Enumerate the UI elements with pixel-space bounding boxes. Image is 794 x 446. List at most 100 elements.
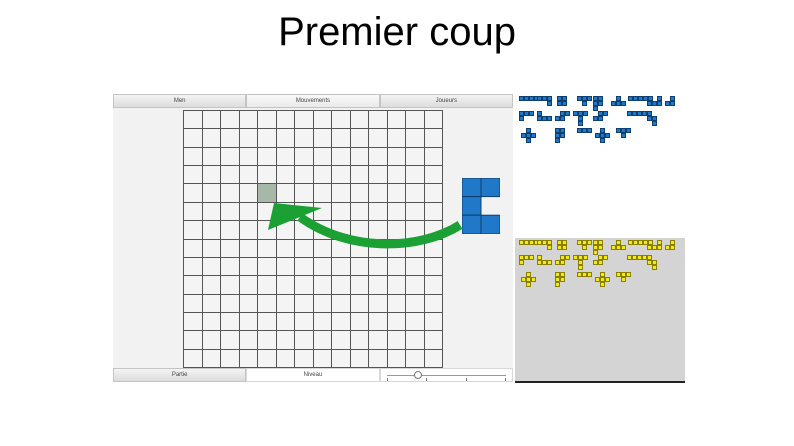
yellow-piece-square[interactable] xyxy=(578,260,583,265)
board-cell[interactable] xyxy=(276,184,295,203)
board-cell[interactable] xyxy=(184,331,203,350)
yellow-piece-square[interactable] xyxy=(616,240,621,245)
board-cell[interactable] xyxy=(424,331,443,350)
board-cell[interactable] xyxy=(276,331,295,350)
yellow-piece-square[interactable] xyxy=(647,255,652,260)
board-cell[interactable] xyxy=(350,147,369,167)
yellow-piece-square[interactable] xyxy=(577,240,582,245)
yellow-piece-square[interactable] xyxy=(611,245,616,250)
yellow-piece-square[interactable] xyxy=(526,282,531,287)
blue-piece-square[interactable] xyxy=(560,133,565,138)
blue-piece-square[interactable] xyxy=(587,128,592,133)
yellow-piece-square[interactable] xyxy=(648,240,653,245)
board-cell[interactable] xyxy=(258,294,277,313)
board-cell[interactable] xyxy=(258,147,277,167)
yellow-piece-square[interactable] xyxy=(587,272,592,277)
blue-piece-square[interactable] xyxy=(542,116,547,121)
board-cell[interactable] xyxy=(239,257,258,277)
board-cell[interactable] xyxy=(424,129,443,148)
tab-moves[interactable]: Mouvements xyxy=(246,94,380,108)
blue-piece-square[interactable] xyxy=(616,128,621,133)
board-cell[interactable] xyxy=(387,111,406,130)
blue-piece-square[interactable] xyxy=(573,111,578,116)
board-cell[interactable] xyxy=(295,349,314,368)
board-cell[interactable] xyxy=(424,147,443,167)
board-cell[interactable] xyxy=(221,166,240,185)
board-cell[interactable] xyxy=(332,312,351,332)
board-cell[interactable] xyxy=(295,331,314,350)
yellow-piece-square[interactable] xyxy=(577,272,582,277)
board-cell[interactable] xyxy=(369,312,388,332)
board-cell[interactable] xyxy=(332,129,351,148)
yellow-piece-square[interactable] xyxy=(642,255,647,260)
board-cell[interactable] xyxy=(258,312,277,332)
board-cell[interactable] xyxy=(221,312,240,332)
yellow-piece-square[interactable] xyxy=(627,255,632,260)
board-cell[interactable] xyxy=(184,239,203,258)
board-cell[interactable] xyxy=(295,239,314,258)
yellow-piece-square[interactable] xyxy=(643,240,648,245)
blue-piece-square[interactable] xyxy=(531,133,536,138)
board-cell[interactable] xyxy=(202,276,221,295)
board-cell[interactable] xyxy=(406,331,425,350)
yellow-piece-square[interactable] xyxy=(583,255,588,260)
yellow-piece-square[interactable] xyxy=(670,245,675,250)
board-cell[interactable] xyxy=(239,147,258,167)
board-cell[interactable] xyxy=(369,294,388,313)
slider-thumb[interactable] xyxy=(413,371,422,379)
blue-piece-square[interactable] xyxy=(547,101,552,106)
blue-piece-square[interactable] xyxy=(611,101,616,106)
blue-piece-square[interactable] xyxy=(526,138,531,143)
board-cell[interactable] xyxy=(313,312,332,332)
board-cell[interactable] xyxy=(295,111,314,130)
board-cell[interactable] xyxy=(202,312,221,332)
board-cell[interactable] xyxy=(295,276,314,295)
board-cell[interactable] xyxy=(239,184,258,203)
blue-piece-square[interactable] xyxy=(633,96,638,101)
board-cell[interactable] xyxy=(202,294,221,313)
board-cell[interactable] xyxy=(369,147,388,167)
blue-piece-square[interactable] xyxy=(652,101,657,106)
board-cell[interactable] xyxy=(202,184,221,203)
yellow-piece-square[interactable] xyxy=(647,245,652,250)
board-cell[interactable] xyxy=(387,147,406,167)
board-cell[interactable] xyxy=(239,349,258,368)
yellow-piece-square[interactable] xyxy=(603,255,608,260)
board-cell[interactable] xyxy=(387,294,406,313)
yellow-piece-square[interactable] xyxy=(560,260,565,265)
yellow-piece-square[interactable] xyxy=(555,277,560,282)
blue-piece-square[interactable] xyxy=(621,101,626,106)
board-cell[interactable] xyxy=(221,184,240,203)
yellow-piece-square[interactable] xyxy=(519,255,524,260)
board-cell[interactable] xyxy=(332,257,351,277)
board-cell[interactable] xyxy=(258,111,277,130)
board-cell[interactable] xyxy=(350,166,369,185)
board-cell[interactable] xyxy=(406,166,425,185)
blue-piece-square[interactable] xyxy=(582,128,587,133)
board-cell[interactable] xyxy=(424,257,443,277)
blue-piece-square[interactable] xyxy=(565,111,570,116)
yellow-piece-square[interactable] xyxy=(542,240,547,245)
yellow-piece-square[interactable] xyxy=(555,282,560,287)
blue-piece-square[interactable] xyxy=(628,96,633,101)
board-cell[interactable] xyxy=(184,294,203,313)
blue-piece-square[interactable] xyxy=(560,116,565,121)
board-cell[interactable] xyxy=(184,184,203,203)
board-cell[interactable] xyxy=(313,111,332,130)
yellow-piece-square[interactable] xyxy=(616,272,621,277)
board-cell[interactable] xyxy=(406,257,425,277)
board-cell[interactable] xyxy=(258,166,277,185)
board-cell[interactable] xyxy=(332,276,351,295)
blue-piece-square[interactable] xyxy=(605,133,610,138)
blue-piece-square[interactable] xyxy=(582,101,587,106)
board-cell[interactable] xyxy=(184,202,203,222)
yellow-piece-square[interactable] xyxy=(519,240,524,245)
blue-piece-square[interactable] xyxy=(600,128,605,133)
board-cell[interactable] xyxy=(369,202,388,222)
yellow-piece-square[interactable] xyxy=(519,260,524,265)
board-cell[interactable] xyxy=(184,147,203,167)
board-cell[interactable] xyxy=(332,349,351,368)
yellow-piece-square[interactable] xyxy=(557,240,562,245)
game-board[interactable] xyxy=(183,110,443,368)
yellow-piece-square[interactable] xyxy=(593,250,598,255)
